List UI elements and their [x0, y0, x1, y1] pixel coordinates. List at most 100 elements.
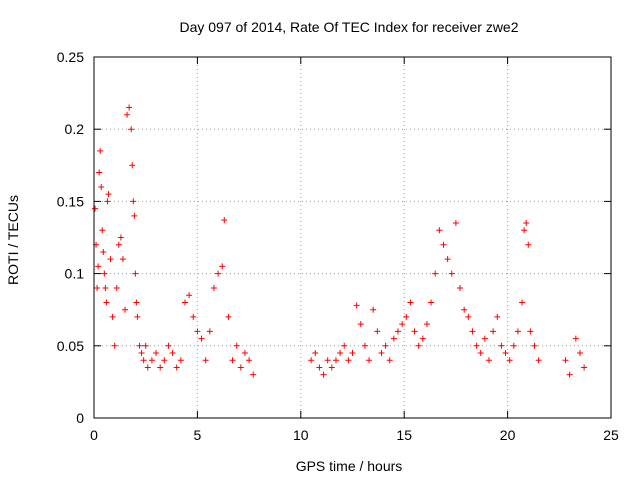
data-point — [181, 299, 188, 306]
data-point — [157, 364, 164, 371]
data-point — [341, 342, 348, 349]
data-point — [457, 285, 464, 292]
data-point — [527, 328, 534, 335]
data-point — [308, 357, 315, 364]
data-point — [165, 342, 172, 349]
data-point — [111, 342, 118, 349]
y-tick-label: 0.1 — [65, 266, 85, 282]
data-point — [490, 328, 497, 335]
data-point — [126, 104, 133, 111]
y-tick-label: 0 — [76, 410, 84, 426]
axis-ticks: 0 5 10 15 20 25 0 0.05 0.1 0.15 0.2 0.25 — [57, 49, 619, 443]
data-point — [378, 350, 385, 357]
data-point — [225, 313, 232, 320]
data-point — [428, 299, 435, 306]
data-point — [448, 270, 455, 277]
data-point — [366, 357, 373, 364]
data-point — [419, 335, 426, 342]
data-point — [132, 270, 139, 277]
data-point — [138, 350, 145, 357]
data-point — [403, 313, 410, 320]
data-point — [133, 299, 140, 306]
data-point — [423, 321, 430, 328]
x-tick-label: 10 — [293, 427, 309, 443]
data-point — [229, 357, 236, 364]
data-point — [169, 350, 176, 357]
data-point — [440, 241, 447, 248]
data-point — [131, 212, 138, 219]
data-point — [177, 357, 184, 364]
data-point — [107, 256, 114, 263]
data-point — [97, 147, 104, 154]
data-point — [399, 321, 406, 328]
x-tick-label: 15 — [396, 427, 412, 443]
data-point — [523, 220, 530, 227]
data-point — [328, 364, 335, 371]
data-point — [136, 342, 143, 349]
data-point — [374, 328, 381, 335]
data-point — [394, 328, 401, 335]
data-point — [386, 357, 393, 364]
data-point — [129, 162, 136, 169]
data-point — [407, 299, 414, 306]
x-axis-label: GPS time / hours — [296, 458, 403, 474]
data-point — [525, 241, 532, 248]
data-point — [316, 364, 323, 371]
data-point — [210, 285, 217, 292]
data-point — [320, 371, 327, 378]
data-point — [124, 111, 131, 118]
data-point — [535, 357, 542, 364]
data-point — [198, 335, 205, 342]
data-point — [411, 328, 418, 335]
data-point — [436, 227, 443, 234]
data-point — [510, 342, 517, 349]
data-point — [498, 342, 505, 349]
data-point — [312, 350, 319, 357]
data-point — [566, 371, 573, 378]
data-point — [101, 270, 108, 277]
data-point — [473, 342, 480, 349]
data-point — [117, 234, 124, 241]
data-point — [370, 306, 377, 313]
data-point — [519, 299, 526, 306]
data-point — [142, 342, 149, 349]
y-axis-label: ROTI / TECUs — [5, 195, 21, 285]
data-point — [130, 198, 137, 205]
data-point — [461, 306, 468, 313]
data-point — [98, 183, 105, 190]
data-point — [102, 285, 109, 292]
data-point — [250, 371, 257, 378]
data-point — [361, 342, 368, 349]
y-tick-label: 0.05 — [57, 338, 84, 354]
grid-lines — [94, 57, 611, 418]
data-point — [109, 313, 116, 320]
x-tick-label: 5 — [194, 427, 202, 443]
data-point — [105, 191, 112, 198]
data-point — [190, 313, 197, 320]
data-point — [148, 357, 155, 364]
data-point — [161, 357, 168, 364]
data-point — [562, 357, 569, 364]
data-point — [506, 357, 513, 364]
data-point — [219, 263, 226, 270]
data-point — [572, 335, 579, 342]
data-point — [246, 357, 253, 364]
data-point — [465, 313, 472, 320]
y-tick-label: 0.2 — [65, 121, 85, 137]
data-point — [128, 126, 135, 133]
data-point — [581, 364, 588, 371]
data-point — [444, 256, 451, 263]
data-point — [382, 342, 389, 349]
data-point — [390, 335, 397, 342]
data-point — [332, 357, 339, 364]
data-points — [92, 104, 588, 378]
y-tick-label: 0.15 — [57, 193, 84, 209]
data-point — [502, 350, 509, 357]
data-point — [469, 328, 476, 335]
data-point — [103, 299, 110, 306]
data-point — [432, 270, 439, 277]
data-point — [477, 350, 484, 357]
data-point — [531, 342, 538, 349]
data-point — [96, 169, 103, 176]
data-point — [119, 256, 126, 263]
